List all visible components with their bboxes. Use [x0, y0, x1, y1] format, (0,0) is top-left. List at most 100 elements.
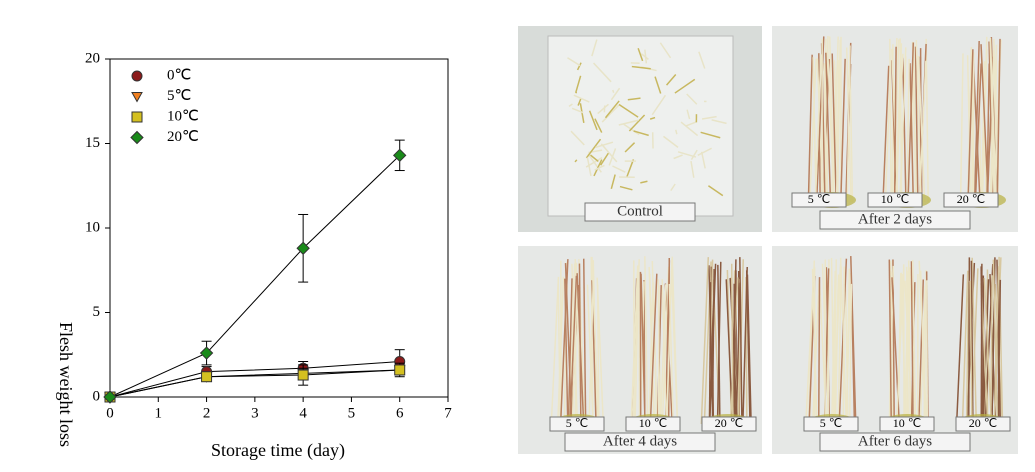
- sprout: [833, 274, 840, 425]
- sprout: [700, 151, 706, 169]
- sprout: [739, 257, 743, 425]
- sprout: [612, 89, 615, 93]
- x-tick-label: 3: [251, 405, 259, 421]
- sprout: [894, 53, 904, 203]
- sprout: [593, 62, 612, 83]
- sprout: [808, 58, 817, 203]
- series-line: [109, 361, 400, 398]
- sprout: [571, 263, 579, 425]
- sprout: [701, 115, 717, 120]
- sprout: [909, 63, 915, 203]
- sprout: [654, 76, 662, 94]
- sprout: [967, 49, 974, 203]
- sprout: [685, 121, 697, 127]
- sprout: [698, 51, 706, 69]
- sprout: [926, 280, 929, 425]
- tag-box: [879, 416, 935, 432]
- sprout: [624, 142, 636, 153]
- sprout: [893, 46, 897, 203]
- sprout: [711, 268, 715, 425]
- sprout: [599, 152, 609, 166]
- sprout: [925, 38, 929, 203]
- sprout: [587, 153, 602, 173]
- y-tick-label: 15: [85, 135, 100, 151]
- sprout: [846, 45, 851, 203]
- tag-box: [955, 416, 1011, 432]
- sprout: [732, 259, 737, 425]
- sprout: [982, 279, 990, 425]
- tag-box: [867, 192, 923, 208]
- tag-label: 10 ℃: [893, 416, 921, 430]
- sprout: [591, 39, 598, 57]
- sprout: [600, 143, 618, 163]
- marker: [393, 148, 407, 163]
- label-box: [584, 202, 696, 222]
- sprout: [965, 282, 970, 425]
- sprout: [707, 185, 724, 197]
- sprout: [993, 266, 1000, 425]
- sprout: [644, 49, 648, 64]
- marker: [296, 241, 310, 255]
- sprout: [884, 59, 892, 203]
- x-tick-label: 5: [348, 405, 356, 421]
- tag-label: 10 ℃: [881, 192, 909, 206]
- sprout: [675, 129, 678, 135]
- sprout: [550, 276, 560, 425]
- marker: [131, 111, 143, 123]
- sprout: [644, 256, 649, 425]
- sprout: [955, 274, 965, 425]
- marker: [297, 369, 309, 381]
- legend-item: 5℃: [131, 88, 191, 104]
- photo: 5 ℃ 10 ℃ 20 ℃ After 2 days: [772, 26, 1018, 232]
- sprout: [674, 78, 696, 94]
- sprout: [596, 284, 600, 425]
- sprout: [968, 257, 971, 425]
- y-axis-label: Flesh weight loss: [56, 322, 76, 447]
- sprout: [992, 259, 999, 425]
- sprout: [730, 263, 734, 425]
- sprout: [670, 183, 676, 192]
- sprout: [567, 278, 573, 425]
- label-box: [819, 210, 971, 230]
- sprout: [690, 161, 695, 178]
- sprout: [686, 109, 691, 120]
- sprout: [663, 135, 679, 148]
- sprout: [742, 266, 748, 425]
- sprout: [986, 63, 990, 203]
- sprout: [690, 149, 698, 161]
- photo: 5 ℃ 10 ℃ 20 ℃ After 4 days: [518, 246, 762, 454]
- sprout: [651, 261, 658, 425]
- marker: [131, 92, 143, 103]
- legend-label: 5℃: [167, 88, 191, 104]
- sprout: [588, 276, 595, 425]
- sprout: [612, 165, 626, 173]
- sprout: [840, 58, 846, 203]
- sprout: [589, 154, 599, 162]
- sprout: [640, 180, 648, 184]
- sprout: [978, 53, 982, 203]
- y-tick-label: 5: [93, 304, 101, 320]
- tag-box: [791, 192, 847, 208]
- series-line: [109, 154, 401, 398]
- sprout: [638, 272, 641, 425]
- sprout: [627, 97, 641, 101]
- sprout: [588, 110, 598, 131]
- sprout: [919, 270, 926, 425]
- sprout: [817, 277, 821, 425]
- photo: 5 ℃ 10 ℃ 20 ℃ After 6 days: [772, 246, 1018, 454]
- marker: [394, 364, 406, 376]
- photo-label: After 6 days: [858, 433, 932, 449]
- sprout: [661, 279, 668, 425]
- sprout: [631, 65, 651, 70]
- x-tick-label: 6: [396, 405, 404, 421]
- sprout: [659, 284, 667, 425]
- sprout: [831, 53, 838, 203]
- sprout: [907, 260, 912, 425]
- sprout: [571, 107, 584, 114]
- legend-item: 20℃: [130, 129, 199, 145]
- sprout: [811, 279, 821, 425]
- sprout: [711, 119, 727, 125]
- tag-box: [943, 192, 999, 208]
- sprout: [807, 54, 813, 203]
